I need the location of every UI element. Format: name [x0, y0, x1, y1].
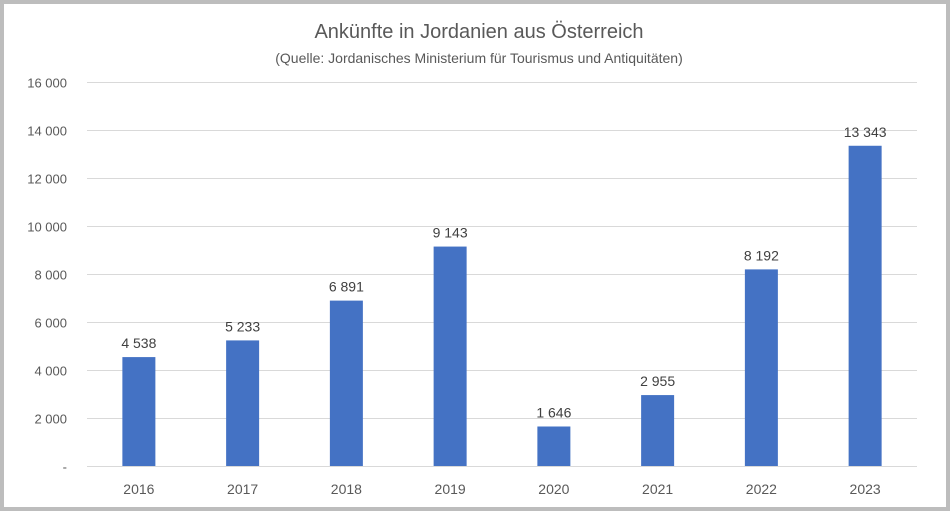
x-tick-label: 2017: [227, 481, 258, 497]
x-tick-label: 2016: [123, 481, 154, 497]
y-tick-label: 8 000: [34, 268, 67, 283]
x-tick-label: 2021: [642, 481, 673, 497]
y-tick-label: 2 000: [34, 412, 67, 427]
bar: [433, 246, 467, 466]
x-tick-label: 2018: [331, 481, 362, 497]
x-tick-label: 2019: [435, 481, 466, 497]
data-label: 1 646: [536, 404, 571, 420]
y-tick-label: 12 000: [27, 172, 67, 187]
bar: [329, 300, 363, 466]
x-tick-label: 2020: [538, 481, 569, 497]
y-tick-label: -: [63, 460, 67, 475]
data-labels: 4 538 5 233 6 891 9 143 1 646 2 955 8 192 13 34…: [121, 124, 886, 421]
bar: [537, 426, 571, 466]
bar: [848, 145, 882, 466]
data-label: 13 343: [844, 124, 887, 140]
y-tick-label: 10 000: [27, 220, 67, 235]
bar: [744, 269, 778, 466]
y-tick-label: 4 000: [34, 364, 67, 379]
data-label: 4 538: [121, 335, 156, 351]
y-tick-label: 14 000: [27, 124, 67, 139]
data-label: 8 192: [744, 247, 779, 263]
x-tick-label: 2023: [850, 481, 881, 497]
y-axis-ticks: - 2 000 4 000 6 000 8 000 10 000 12 000 14 000 1…: [27, 76, 67, 475]
y-tick-label: 6 000: [34, 316, 67, 331]
y-tick-label: 16 000: [27, 76, 67, 91]
x-axis-ticks: 2016 2017 2018 2019 2020 2021 2022 2023: [123, 481, 881, 497]
data-label: 9 143: [433, 225, 468, 241]
gridlines: [87, 82, 917, 467]
bars: [122, 145, 882, 466]
bar: [122, 357, 156, 466]
chart-title: Ankünfte in Jordanien aus Österreich: [314, 21, 644, 43]
data-label: 5 233: [225, 318, 260, 334]
x-tick-label: 2022: [746, 481, 777, 497]
chart-subtitle: (Quelle: Jordanisches Ministerium für To…: [275, 50, 683, 66]
data-label: 6 891: [329, 279, 364, 295]
data-label: 2 955: [640, 373, 675, 389]
bar: [226, 340, 260, 466]
bar: [641, 395, 675, 466]
